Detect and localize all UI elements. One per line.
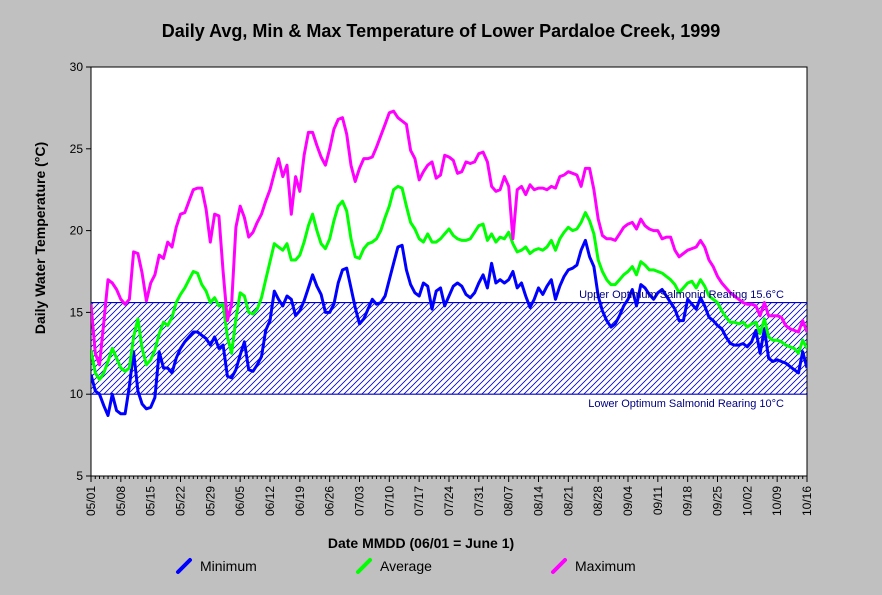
legend-label-average: Average bbox=[380, 558, 432, 574]
x-tick-label: 06/05 bbox=[233, 486, 247, 516]
x-tick-label: 09/18 bbox=[681, 486, 695, 516]
x-tick-label: 05/01 bbox=[84, 486, 98, 516]
y-tick-label: 30 bbox=[70, 60, 84, 74]
x-tick-label: 06/26 bbox=[323, 486, 337, 516]
legend-swatch-minimum bbox=[176, 558, 192, 574]
plot-area bbox=[90, 66, 808, 477]
series-line-minimum bbox=[91, 238, 807, 417]
legend-swatch-average bbox=[356, 558, 372, 574]
band-hatch bbox=[91, 302, 807, 395]
x-tick-label: 07/24 bbox=[442, 486, 456, 516]
x-tick-label: 07/17 bbox=[412, 486, 426, 516]
legend-label-maximum: Maximum bbox=[575, 558, 636, 574]
y-tick-label: 25 bbox=[70, 142, 84, 156]
x-tick-label: 07/31 bbox=[472, 486, 486, 516]
optimum-band bbox=[91, 301, 807, 395]
series-line-maximum bbox=[91, 109, 807, 367]
legend-swatch-maximum bbox=[551, 558, 567, 574]
x-tick-label: 10/02 bbox=[740, 486, 754, 516]
x-axis: 05/01 05/08 05/15 05/22 05/29 06/05 06/12 06/19… bbox=[84, 476, 814, 516]
y-axis-label: Daily Water Temperature (°C) bbox=[32, 142, 48, 334]
x-tick-label: 09/04 bbox=[621, 486, 635, 516]
y-axis: 5 10 15 20 25 30 bbox=[70, 60, 91, 483]
x-tick-label: 06/19 bbox=[293, 486, 307, 516]
upper-band-label: Upper Optimum Salmonid Rearing 15.6°C bbox=[579, 289, 784, 301]
x-tick-label: 08/21 bbox=[561, 486, 575, 516]
x-tick-label: 10/16 bbox=[800, 486, 814, 516]
x-tick-label: 09/11 bbox=[651, 486, 665, 515]
x-tick-label: 05/15 bbox=[144, 486, 158, 516]
x-tick-label: 05/08 bbox=[114, 486, 128, 516]
x-tick-label: 10/09 bbox=[770, 486, 784, 516]
x-axis-label: Date MMDD (06/01 = June 1) bbox=[328, 535, 514, 551]
x-tick-label: 05/22 bbox=[174, 486, 188, 516]
y-tick-label: 20 bbox=[70, 224, 84, 238]
x-tick-label: 09/25 bbox=[711, 486, 725, 516]
series-line-average bbox=[91, 184, 807, 381]
x-tick-label: 07/03 bbox=[353, 486, 367, 516]
x-tick-label: 06/12 bbox=[263, 486, 277, 516]
chart-title: Daily Avg, Min & Max Temperature of Lowe… bbox=[162, 21, 721, 41]
y-tick-label: 15 bbox=[70, 305, 84, 319]
y-tick-label: 5 bbox=[76, 469, 83, 483]
x-tick-label: 08/07 bbox=[502, 486, 516, 516]
x-tick-label: 07/10 bbox=[382, 486, 396, 516]
series-layer bbox=[91, 109, 807, 417]
x-tick-label: 08/28 bbox=[591, 486, 605, 516]
x-tick-label: 08/14 bbox=[532, 486, 546, 516]
x-tick-label: 05/29 bbox=[203, 486, 217, 516]
y-tick-label: 10 bbox=[70, 387, 84, 401]
legend: Minimum Average Maximum bbox=[176, 558, 636, 574]
lower-band-label: Lower Optimum Salmonid Rearing 10°C bbox=[588, 398, 784, 410]
legend-label-minimum: Minimum bbox=[200, 558, 257, 574]
